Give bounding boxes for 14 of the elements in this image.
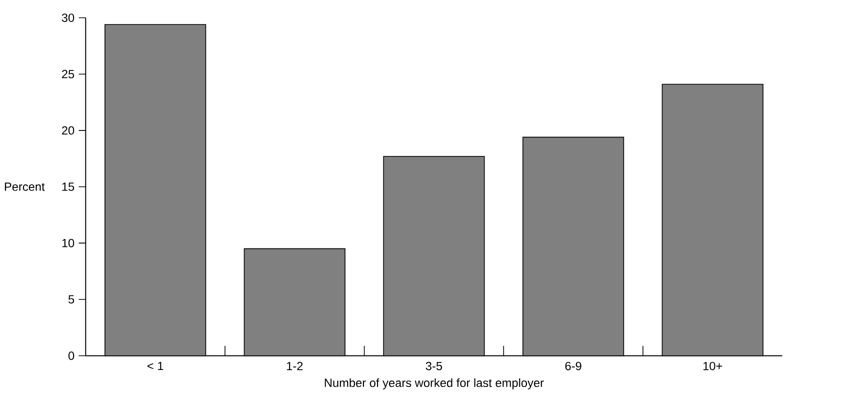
x-tick-label: 3-5 [426, 362, 442, 370]
y-axis-title: Percent [4, 182, 45, 191]
x-tick-label: 10+ [703, 362, 722, 370]
x-axis-title: Number of years worked for last employer [324, 378, 544, 390]
y-tick-label: 5 [68, 295, 74, 304]
y-tick-label: 20 [62, 126, 74, 135]
x-tick-label: 6-9 [565, 362, 582, 370]
y-tick-label: 0 [68, 352, 74, 360]
y-tick-label: 15 [62, 182, 74, 191]
x-tick-label: < 1 [148, 362, 164, 370]
y-tick-label: 10 [62, 238, 74, 248]
y-tick-label: 30 [62, 14, 74, 22]
x-tick-label: 1-2 [286, 362, 303, 370]
y-tick-label: 25 [62, 70, 74, 78]
